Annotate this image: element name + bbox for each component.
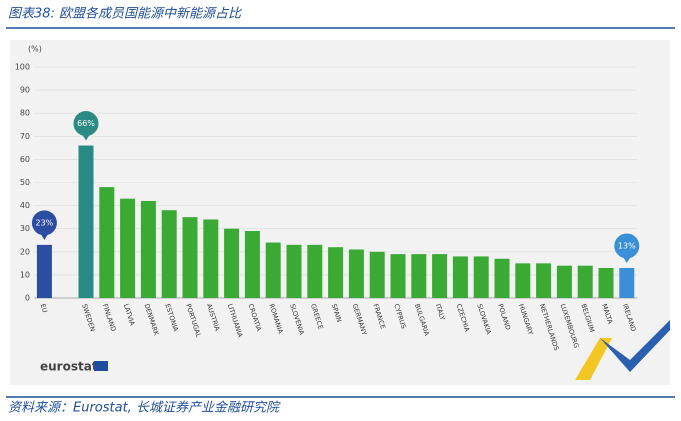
y-tick-label: 100 — [15, 63, 30, 72]
bar — [99, 187, 115, 298]
decor-yellow — [575, 338, 612, 380]
value-label: 66% — [77, 119, 95, 128]
x-tick-label: EU — [39, 303, 49, 314]
bar — [411, 254, 427, 298]
y-tick-label: 90 — [20, 86, 30, 95]
bar — [348, 249, 364, 298]
bar — [369, 251, 385, 298]
bar — [328, 247, 344, 298]
y-tick-label: 80 — [20, 109, 30, 118]
page-title: 图表38: 欧盟各成员国能源中新能源占比 — [8, 6, 242, 22]
y-axis-label: (%) — [28, 45, 42, 54]
y-tick-label: 70 — [20, 132, 30, 141]
y-tick-label: 10 — [20, 270, 30, 279]
bar — [120, 198, 136, 298]
value-label: 23% — [36, 218, 54, 227]
bar — [36, 244, 52, 298]
bar — [577, 265, 593, 298]
bar — [244, 231, 260, 298]
bar — [515, 263, 531, 298]
bar — [203, 219, 219, 298]
bar — [536, 263, 552, 298]
bar — [78, 145, 94, 298]
bar — [307, 244, 323, 298]
bar — [473, 256, 489, 298]
y-tick-label: 50 — [20, 178, 30, 187]
logo-text: eurostat — [40, 360, 98, 374]
y-tick-label: 0 — [25, 294, 30, 303]
bar — [619, 267, 635, 298]
bar — [182, 217, 198, 298]
y-tick-label: 60 — [20, 155, 30, 164]
source-note: 资料来源：Eurostat, 长城证券产业金融研究院 — [8, 400, 281, 416]
bar — [556, 265, 572, 298]
bar — [286, 244, 302, 298]
bar — [265, 242, 281, 298]
bar — [140, 200, 156, 298]
bar — [432, 254, 448, 298]
callout-bubble — [31, 210, 57, 236]
callout-bubble — [73, 111, 99, 137]
bar — [390, 254, 406, 298]
decor-blue — [600, 320, 670, 372]
bar — [598, 267, 614, 298]
logo-flag — [94, 361, 108, 371]
value-label: 13% — [618, 241, 636, 250]
y-tick-label: 30 — [20, 224, 30, 233]
bar — [494, 258, 510, 298]
bar — [161, 210, 177, 298]
bar — [452, 256, 468, 298]
callout-bubble — [614, 233, 640, 259]
chart-panel — [10, 40, 670, 385]
y-tick-label: 20 — [20, 247, 30, 256]
y-tick-label: 40 — [20, 201, 30, 210]
bar — [224, 228, 240, 298]
